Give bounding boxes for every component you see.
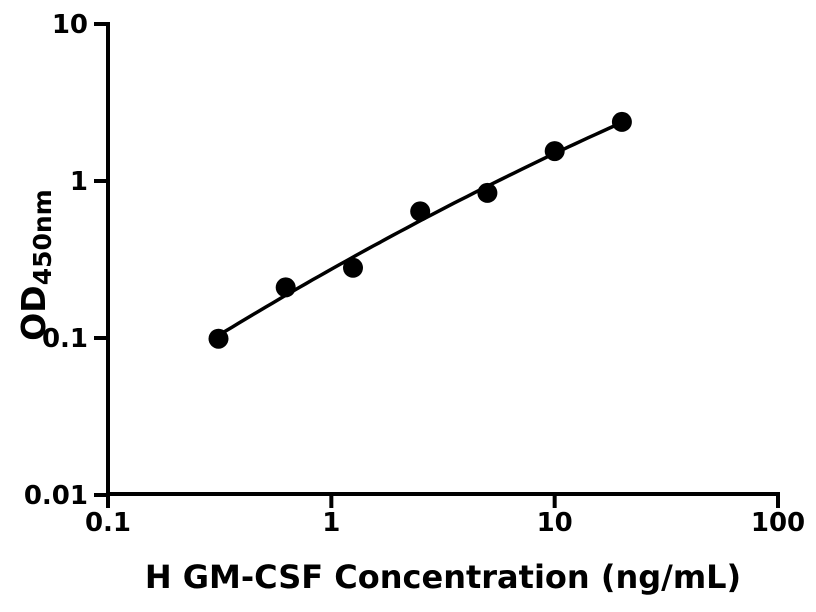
data-point [410,201,431,222]
y-tick-label: 10 [52,10,88,40]
data-point [611,111,632,132]
data-point [343,257,363,278]
y-axis-title: OD 450nm [14,165,57,365]
x-tick-label: 0.1 [85,508,131,538]
x-tick-label: 10 [537,508,573,538]
data-point [544,141,565,162]
x-tick-label: 1 [322,508,340,538]
x-axis-title: H GM-CSF Concentration (ng/mL) [144,558,742,596]
y-tick-label: 1 [70,167,88,197]
data-point [208,328,229,349]
y-axis-title-subscript: 450nm [28,189,57,286]
y-tick-label: 0.01 [24,481,88,511]
x-tick-label: 100 [751,508,805,538]
y-axis-title-base: OD [14,285,53,341]
data-point [477,182,498,203]
y-tick-label: 0.1 [42,324,88,354]
data-point [275,277,296,298]
